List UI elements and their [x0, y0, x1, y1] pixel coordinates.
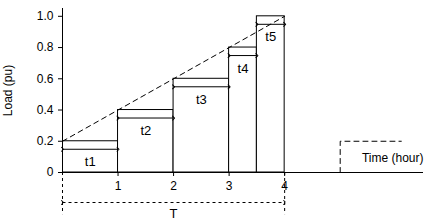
svg-text:T: T	[170, 206, 178, 220]
svg-text:4: 4	[281, 179, 288, 193]
svg-text:0.6: 0.6	[37, 72, 54, 86]
svg-text:Time (hour): Time (hour)	[362, 151, 424, 165]
svg-text:Load (pu): Load (pu)	[1, 65, 15, 116]
svg-text:0: 0	[47, 165, 54, 179]
svg-text:t5: t5	[265, 29, 276, 44]
svg-text:2: 2	[170, 179, 177, 193]
svg-text:0.4: 0.4	[37, 103, 54, 117]
svg-text:t3: t3	[196, 92, 207, 107]
svg-text:1.0: 1.0	[37, 9, 54, 23]
svg-text:3: 3	[226, 179, 233, 193]
svg-text:0.2: 0.2	[37, 134, 54, 148]
svg-text:t2: t2	[140, 123, 151, 138]
svg-text:0.8: 0.8	[37, 40, 54, 54]
svg-text:1: 1	[115, 179, 122, 193]
svg-text:t1: t1	[85, 154, 96, 169]
svg-text:t4: t4	[238, 61, 249, 76]
